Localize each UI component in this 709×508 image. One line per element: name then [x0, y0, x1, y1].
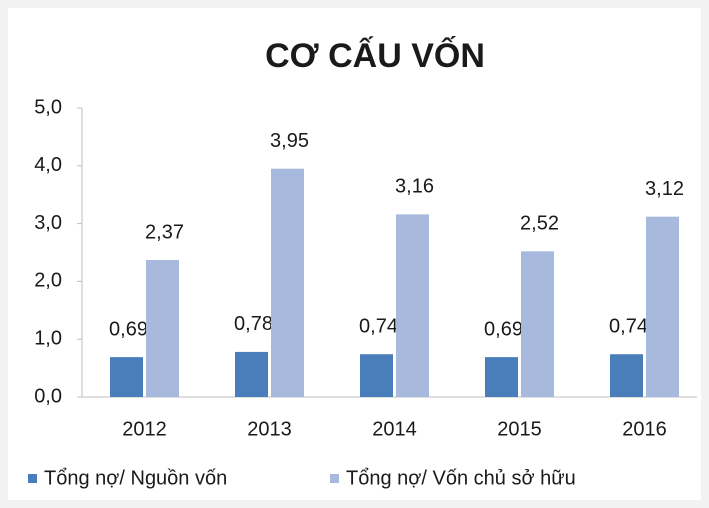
y-tick-label: 5,0: [34, 96, 62, 118]
bar: [235, 351, 268, 397]
value-label: 0,69: [484, 318, 523, 340]
value-label: 0,78: [234, 313, 273, 335]
x-tick-label: 2013: [247, 418, 292, 440]
bar: [521, 251, 554, 397]
y-tick-label: 1,0: [34, 327, 62, 349]
bar: [396, 214, 429, 397]
plot-background: [8, 8, 701, 500]
value-label: 0,74: [359, 316, 398, 338]
value-label: 2,52: [520, 213, 559, 235]
bar: [271, 168, 304, 397]
chart-title: CƠ CẤU VỐN: [265, 36, 485, 75]
y-tick-label: 3,0: [34, 212, 62, 234]
bar: [646, 216, 679, 397]
legend-swatch: [330, 474, 339, 483]
legend-label: Tổng nợ/ Nguồn vốn: [44, 467, 227, 489]
value-label: 0,69: [109, 318, 148, 340]
legend-label: Tổng nợ/ Vốn chủ sở hữu: [346, 467, 576, 489]
x-tick-label: 2012: [122, 418, 167, 440]
x-tick-label: 2016: [622, 418, 667, 440]
bar: [146, 260, 179, 397]
value-label: 2,37: [145, 221, 184, 243]
x-tick-label: 2014: [372, 418, 417, 440]
y-tick-label: 4,0: [34, 154, 62, 176]
value-label: 3,12: [645, 178, 684, 200]
y-tick-label: 2,0: [34, 270, 62, 292]
bar: [485, 357, 518, 397]
value-label: 3,95: [270, 130, 309, 152]
bar: [610, 354, 643, 397]
bar: [110, 357, 143, 397]
x-tick-label: 2015: [497, 418, 542, 440]
value-label: 3,16: [395, 176, 434, 198]
bar: [360, 354, 393, 397]
legend-swatch: [28, 474, 37, 483]
y-tick-label: 0,0: [34, 385, 62, 407]
value-label: 0,74: [609, 316, 648, 338]
